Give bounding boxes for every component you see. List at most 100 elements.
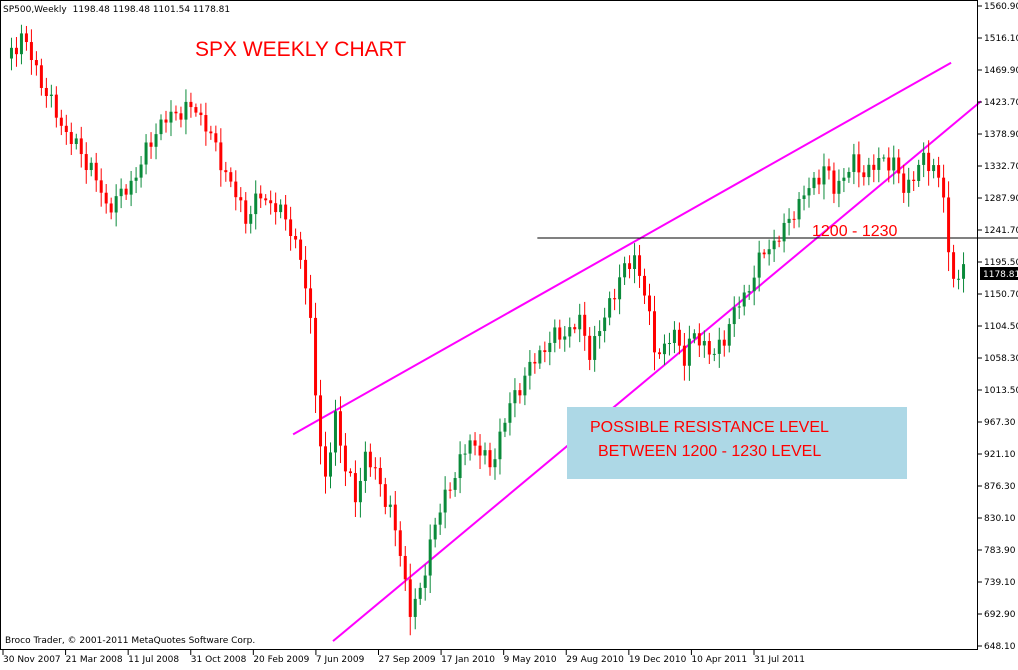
- candle-down: [897, 157, 901, 174]
- candle-down: [284, 204, 288, 220]
- candle-down: [368, 451, 372, 468]
- candle-up: [747, 291, 751, 293]
- candle-up: [568, 327, 572, 337]
- candle-down: [244, 200, 248, 224]
- candle-down: [229, 172, 233, 182]
- candle-up: [498, 431, 502, 460]
- candle-down: [309, 288, 313, 318]
- candle-up: [603, 317, 607, 332]
- y-tick-label: 1287.90: [984, 194, 1018, 204]
- candle-up: [852, 154, 856, 172]
- candle-up: [692, 333, 696, 339]
- candle-up: [618, 277, 622, 300]
- candle-up: [922, 152, 926, 165]
- x-tick-label: 19 Dec 2010: [629, 655, 687, 665]
- candle-down: [194, 107, 198, 113]
- candle-up: [119, 188, 123, 197]
- candle-up: [767, 249, 771, 255]
- candle-down: [94, 162, 98, 181]
- candle-down: [383, 484, 387, 507]
- y-tick-label: 876.30: [984, 482, 1016, 492]
- last-price-tag-box: [980, 267, 1018, 280]
- candle-down: [44, 87, 48, 96]
- candle-up: [907, 179, 911, 193]
- y-tick-label: 1195.50: [984, 258, 1018, 268]
- candle-up: [89, 162, 93, 171]
- candle-down: [59, 117, 63, 126]
- candle-down: [209, 131, 213, 134]
- candle-down: [857, 154, 861, 173]
- candle-down: [628, 263, 632, 269]
- candle-down: [403, 555, 407, 580]
- candle-down: [952, 252, 956, 279]
- candle-down: [259, 193, 263, 199]
- candle-down: [124, 188, 128, 195]
- candle-up: [548, 342, 552, 353]
- y-tick-label: 1332.70: [984, 162, 1018, 172]
- candle-up: [563, 336, 567, 340]
- x-tick-label: 31 Jul 2011: [754, 655, 805, 665]
- candle-down: [274, 203, 278, 213]
- candle-up: [19, 33, 23, 55]
- candle-up: [867, 164, 871, 178]
- y-axis: 1560.90 1516.10 1469.90 1423.70 1378.90 1332.…: [977, 2, 1018, 652]
- candle-up: [822, 166, 826, 185]
- candle-down: [393, 504, 397, 531]
- candle-up: [139, 164, 143, 178]
- candle-down: [792, 218, 796, 220]
- candle-up: [662, 343, 666, 355]
- candle-down: [79, 138, 83, 155]
- candle-up: [433, 524, 437, 540]
- resistance-note: POSSIBLE RESISTANCE LEVEL BETWEEN 1200 -…: [567, 407, 907, 479]
- candle-down: [887, 157, 891, 171]
- candle-up: [358, 480, 362, 503]
- candle-up: [9, 47, 13, 59]
- candle-down: [677, 329, 681, 346]
- candle-up: [74, 138, 78, 145]
- candle-down: [947, 197, 951, 253]
- candle-down: [518, 390, 522, 396]
- candle-up: [752, 277, 756, 292]
- candle-down: [204, 115, 208, 132]
- candle-down: [862, 172, 866, 178]
- candle-up: [847, 171, 851, 178]
- candle-down: [264, 198, 268, 201]
- candle-down: [473, 440, 477, 446]
- plot-frame: [0, 0, 978, 650]
- x-tick-label: 30 Nov 2007: [3, 655, 61, 665]
- candle-down: [24, 33, 28, 43]
- candle-down: [324, 446, 328, 477]
- candle-down: [448, 489, 452, 491]
- candle-down: [543, 350, 547, 353]
- candle-down: [648, 295, 652, 312]
- candle-up: [388, 504, 392, 507]
- x-tick-label: 7 Jun 2009: [316, 655, 365, 665]
- candle-up: [453, 478, 457, 490]
- candle-up: [254, 193, 258, 215]
- candle-down: [304, 259, 308, 289]
- candle-up: [249, 214, 253, 224]
- candle-up: [463, 453, 467, 455]
- candle-up: [129, 180, 133, 195]
- x-tick-label: 21 Mar 2008: [66, 655, 123, 665]
- candle-down: [398, 530, 402, 556]
- candle-down: [558, 327, 562, 340]
- candle-up: [578, 314, 582, 330]
- candle-down: [199, 112, 203, 116]
- candle-up: [593, 336, 597, 360]
- candle-down: [269, 200, 273, 204]
- candle-down: [872, 164, 876, 170]
- y-tick-label: 830.10: [984, 514, 1016, 524]
- trendline-lower: [332, 100, 982, 642]
- y-tick-label: 692.90: [984, 610, 1016, 620]
- candle-up: [144, 142, 148, 165]
- resistance-note-line1: POSSIBLE RESISTANCE LEVEL: [590, 419, 829, 436]
- trendline-layer: [292, 61, 1018, 642]
- candle-layer: [9, 24, 966, 636]
- x-tick-label: 11 Jul 2008: [128, 655, 179, 665]
- candle-up: [333, 411, 337, 453]
- candle-down: [348, 471, 352, 474]
- last-price-tag-text: 1178.81: [983, 270, 1018, 280]
- candle-down: [573, 327, 577, 330]
